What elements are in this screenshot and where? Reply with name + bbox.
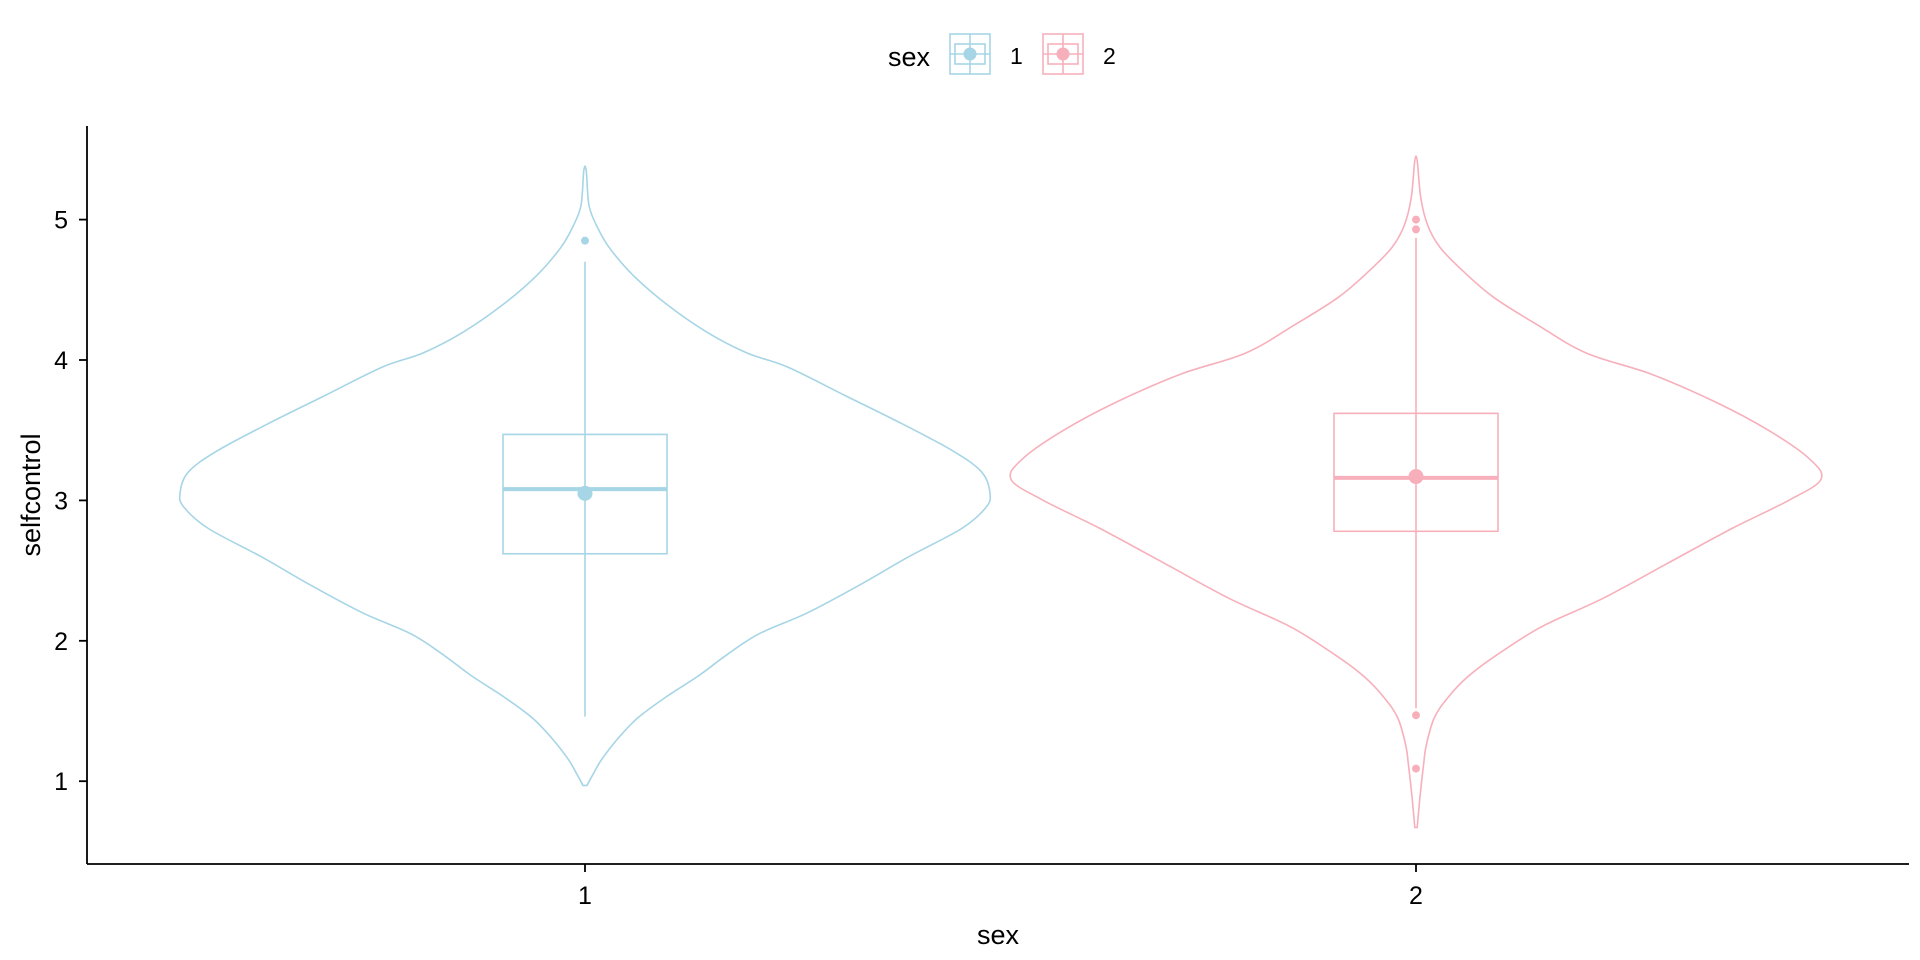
y-tick-label-3: 3 bbox=[54, 487, 68, 515]
y-tick-label-5: 5 bbox=[54, 207, 68, 235]
violin-group-2 bbox=[1010, 156, 1822, 828]
y-axis-title: selfcontrol bbox=[16, 433, 46, 556]
legend: sex 1 2 bbox=[888, 34, 1116, 74]
y-tick-label-4: 4 bbox=[54, 347, 68, 375]
legend-key-1 bbox=[950, 34, 990, 74]
mean-point-1 bbox=[578, 486, 593, 501]
violins bbox=[180, 156, 1822, 828]
x-tick-label-1: 1 bbox=[578, 882, 592, 910]
legend-key-dot-2 bbox=[1057, 48, 1070, 61]
legend-title: sex bbox=[888, 42, 931, 72]
mean-point-2 bbox=[1409, 469, 1424, 484]
x-tick-label-2: 2 bbox=[1409, 882, 1423, 910]
y-tick-label-2: 2 bbox=[54, 628, 68, 656]
outlier-point-2-0 bbox=[1412, 765, 1420, 773]
legend-key-dot-1 bbox=[964, 48, 977, 61]
legend-label-1: 1 bbox=[1010, 43, 1023, 69]
outlier-point-2-3 bbox=[1412, 216, 1420, 224]
x-axis-title: sex bbox=[977, 920, 1020, 950]
y-tick-label-1: 1 bbox=[54, 768, 68, 796]
violin-group-1 bbox=[180, 166, 991, 785]
outlier-point-2-1 bbox=[1412, 711, 1420, 719]
outlier-point-2-2 bbox=[1412, 225, 1420, 233]
legend-label-2: 2 bbox=[1103, 43, 1116, 69]
y-ticks: 1 2 3 4 5 bbox=[54, 207, 87, 797]
legend-key-2 bbox=[1043, 34, 1083, 74]
outlier-point-1-0 bbox=[581, 237, 589, 245]
